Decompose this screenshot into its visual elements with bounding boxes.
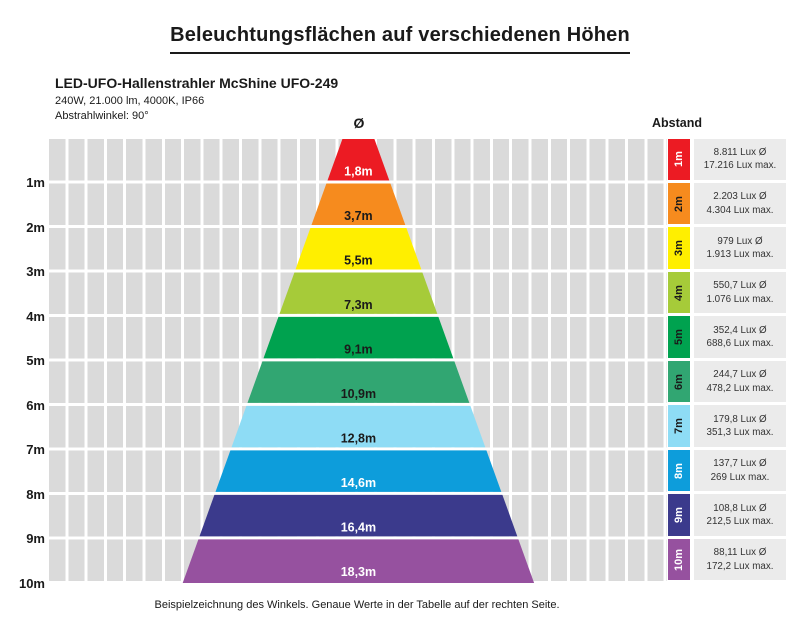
lux-values-1m: 8.811 Lux Ø 17.216 Lux max. [694,138,786,180]
cone-band-2m [311,182,406,225]
cone-diameter-label: 18,3m [341,564,376,578]
lux-values-10m: 88,11 Lux Ø 172,2 Lux max. [694,538,786,581]
lux-values-6m: 244,7 Lux Ø 478,2 Lux max. [694,360,786,403]
lux-max: 269 Lux max. [710,471,770,483]
lux-max: 1.076 Lux max. [706,293,774,305]
cone-diameter-label: 5,5m [344,253,372,267]
y-axis-tick-5m: 5m [26,353,45,369]
lux-average: 352,4 Lux Ø [713,324,767,336]
lux-values-9m: 108,8 Lux Ø 212,5 Lux max. [694,494,786,536]
cone-diameter-label: 1,8m [344,164,372,178]
lux-values-3m: 979 Lux Ø 1.913 Lux max. [694,227,786,269]
lux-values-5m: 352,4 Lux Ø 688,6 Lux max. [694,316,786,358]
cone-band-4m [279,271,438,314]
cone-band-5m [263,316,454,358]
distance-badge-10m: 10m [668,538,690,581]
product-name: LED-UFO-Hallenstrahler McShine UFO-249 [55,75,339,91]
y-axis-tick-10m: 10m [18,575,45,591]
beam-angle: Abstrahlwinkel: 90° [55,110,149,122]
lux-average: 244,7 Lux Ø [713,369,767,381]
y-axis-tick-1m: 1m [26,175,45,191]
cone-diameter-label: 16,4m [341,520,376,534]
lux-average: 8.811 Lux Ø [713,146,767,158]
distance-badge-8m: 8m [668,449,690,492]
y-axis-tick-3m: 3m [26,264,45,280]
cone-band-7m [231,405,486,447]
cone-diameter-label: 12,8m [341,431,376,445]
distance-badge-label: 2m [673,195,685,212]
distance-badge-label: 8m [673,462,685,479]
lux-average: 979 Lux Ø [717,235,763,247]
lux-average: 108,8 Lux Ø [713,502,767,514]
cone-band-10m [182,538,535,584]
y-axis-tick-4m: 4m [26,308,45,324]
lux-max: 351,3 Lux max. [706,427,774,439]
distance-badge-label: 5m [673,329,685,346]
distance-badge-7m: 7m [668,405,690,447]
y-axis-tick-9m: 9m [26,531,45,547]
cone-diameter-label: 14,6m [341,475,376,489]
distance-badge-9m: 9m [668,494,690,536]
cone-band-8m [215,449,502,492]
cone-diameter-label: 7,3m [344,297,372,311]
title-wrap: Beleuchtungsflächen auf verschiedenen Hö… [0,24,800,54]
footnote-caption: Beispielzeichnung des Winkels. Genaue We… [154,599,560,611]
distance-badge-label: 9m [673,507,685,524]
lux-average: 550,7 Lux Ø [713,280,767,292]
lux-max: 688,6 Lux max. [706,338,774,350]
cone-band-1m [327,138,390,180]
lux-average: 137,7 Lux Ø [713,458,767,470]
distance-badge-5m: 5m [668,316,690,358]
distance-badge-label: 10m [673,548,685,571]
distance-badge-3m: 3m [668,227,690,269]
cone-diameter-label: 9,1m [344,342,372,356]
distance-badge-label: 3m [673,240,685,257]
lux-values-8m: 137,7 Lux Ø 269 Lux max. [694,449,786,492]
distance-badge-1m: 1m [668,138,690,180]
cone-band-6m [247,360,470,403]
y-axis-tick-8m: 8m [26,486,45,502]
distance-badge-label: 6m [673,373,685,390]
lux-average: 88,11 Lux Ø [713,547,767,559]
distance-badge-6m: 6m [668,360,690,403]
diameter-column-header: Ø [353,115,365,131]
lux-average: 179,8 Lux Ø [713,413,767,425]
lux-max: 172,2 Lux max. [706,560,774,572]
distance-badge-4m: 4m [668,271,690,314]
cone-diameter-label: 3,7m [344,208,372,222]
page-title: Beleuchtungsflächen auf verschiedenen Hö… [170,24,630,54]
distance-badge-2m: 2m [668,182,690,225]
distance-badge-label: 7m [673,418,685,435]
lux-max: 478,2 Lux max. [706,382,774,394]
lux-values-2m: 2.203 Lux Ø 4.304 Lux max. [694,182,786,225]
light-cone-chart: 1,8m 3,7m 5,5m 7,3m 9,1m 10,9m 12,8m 14,6m 16,4m… [182,138,535,584]
lux-max: 17.216 Lux max. [703,160,777,172]
cone-band-9m [199,494,518,536]
distance-badge-label: 1m [673,151,685,168]
lux-average: 2.203 Lux Ø [713,191,767,203]
lux-values-7m: 179,8 Lux Ø 351,3 Lux max. [694,405,786,447]
y-axis-tick-7m: 7m [26,442,45,458]
lux-max: 212,5 Lux max. [706,516,774,528]
cone-band-3m [295,227,422,269]
distance-badge-label: 4m [673,284,685,301]
y-axis-tick-6m: 6m [26,397,45,413]
lux-max: 1.913 Lux max. [706,249,774,261]
lux-max: 4.304 Lux max. [706,204,774,216]
cone-diameter-label: 10,9m [341,386,376,400]
distance-column-header: Abstand [652,116,702,130]
product-specs: 240W, 21.000 lm, 4000K, IP66 [55,95,205,107]
y-axis-tick-2m: 2m [26,219,45,235]
lux-values-4m: 550,7 Lux Ø 1.076 Lux max. [694,271,786,314]
